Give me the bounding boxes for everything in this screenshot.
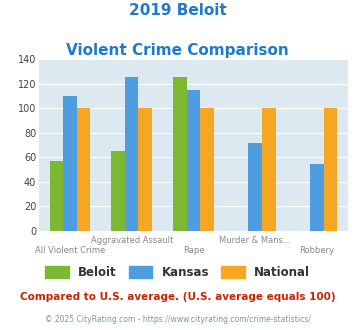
Text: Compared to U.S. average. (U.S. average equals 100): Compared to U.S. average. (U.S. average … xyxy=(20,292,335,302)
Bar xyxy=(111,151,125,231)
Text: Rape: Rape xyxy=(183,246,204,255)
Text: Aggravated Assault: Aggravated Assault xyxy=(91,236,173,245)
Text: 2019 Beloit: 2019 Beloit xyxy=(129,3,226,18)
Bar xyxy=(125,77,138,231)
Bar xyxy=(63,96,77,231)
Text: © 2025 CityRating.com - https://www.cityrating.com/crime-statistics/: © 2025 CityRating.com - https://www.city… xyxy=(45,315,310,324)
Bar xyxy=(173,77,187,231)
Text: Murder & Mans...: Murder & Mans... xyxy=(219,236,291,245)
Bar xyxy=(324,109,337,231)
Bar xyxy=(248,143,262,231)
Bar xyxy=(77,109,90,231)
Bar xyxy=(310,164,324,231)
Bar xyxy=(262,109,275,231)
Text: All Violent Crime: All Violent Crime xyxy=(35,246,105,255)
Legend: Beloit, Kansas, National: Beloit, Kansas, National xyxy=(40,262,315,284)
Bar xyxy=(50,161,63,231)
Bar xyxy=(187,90,200,231)
Text: Robbery: Robbery xyxy=(300,246,334,255)
Bar xyxy=(200,109,214,231)
Text: Violent Crime Comparison: Violent Crime Comparison xyxy=(66,43,289,58)
Bar xyxy=(138,109,152,231)
